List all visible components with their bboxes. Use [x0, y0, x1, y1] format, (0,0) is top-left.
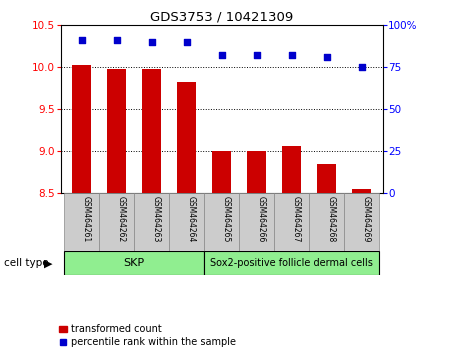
Bar: [177, 82, 196, 193]
Bar: [64, 251, 204, 275]
Text: GSM464261: GSM464261: [82, 196, 91, 242]
Text: SKP: SKP: [124, 258, 145, 268]
Text: GSM464265: GSM464265: [221, 196, 230, 242]
Text: GSM464263: GSM464263: [152, 196, 161, 242]
Legend: transformed count, percentile rank within the sample: transformed count, percentile rank withi…: [59, 325, 235, 347]
Bar: [135, 193, 169, 251]
Bar: [169, 193, 204, 251]
Bar: [309, 193, 344, 251]
Point: [253, 52, 260, 58]
Bar: [282, 146, 301, 193]
Point: [358, 64, 365, 70]
Point: [148, 39, 155, 44]
Bar: [72, 65, 91, 193]
Point: [288, 52, 295, 58]
Text: ▶: ▶: [45, 258, 53, 268]
Text: GSM464262: GSM464262: [117, 196, 126, 242]
Bar: [212, 151, 231, 193]
Bar: [204, 193, 239, 251]
Bar: [99, 193, 134, 251]
Bar: [247, 151, 266, 193]
Point: [183, 39, 190, 44]
Text: GSM464266: GSM464266: [256, 196, 266, 242]
Text: GSM464268: GSM464268: [327, 196, 336, 242]
Bar: [64, 193, 99, 251]
Text: GSM464264: GSM464264: [187, 196, 196, 242]
Bar: [352, 189, 371, 193]
Point: [218, 52, 225, 58]
Bar: [344, 193, 379, 251]
Text: Sox2-positive follicle dermal cells: Sox2-positive follicle dermal cells: [210, 258, 373, 268]
Text: GSM464269: GSM464269: [361, 196, 370, 242]
Bar: [317, 164, 336, 193]
Bar: [239, 193, 274, 251]
Text: GSM464267: GSM464267: [292, 196, 301, 242]
Point: [113, 37, 120, 43]
Bar: [274, 193, 309, 251]
Title: GDS3753 / 10421309: GDS3753 / 10421309: [150, 11, 293, 24]
Bar: [204, 251, 379, 275]
Point: [78, 37, 86, 43]
Bar: [107, 69, 126, 193]
Bar: [142, 69, 161, 193]
Point: [323, 54, 330, 59]
Text: cell type: cell type: [4, 258, 49, 268]
